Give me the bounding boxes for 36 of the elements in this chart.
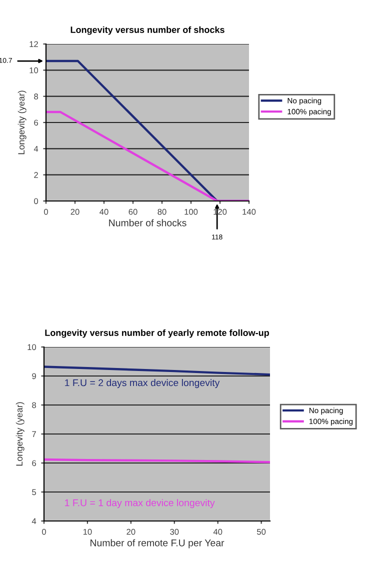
- x-tick-label: 100: [184, 208, 198, 215]
- x-tick-label: 60: [128, 208, 138, 215]
- x-tick-label: 50: [257, 528, 266, 535]
- x-tick-label: 30: [170, 528, 179, 535]
- y-tick-label: 5: [32, 489, 36, 496]
- y-tick-label: 4: [32, 518, 36, 524]
- y-tick-label: 4: [34, 146, 38, 152]
- x-tick-label: 10: [83, 528, 92, 535]
- y-tick-label: 6: [32, 460, 36, 466]
- y-tick-label: 10: [30, 67, 38, 74]
- x-tick-label: 20: [70, 208, 80, 215]
- chart-title: Longevity versus number of shocks: [70, 26, 224, 35]
- x-tick-label: 20: [126, 528, 136, 535]
- y-tick-label: 12: [30, 41, 38, 48]
- y-tick-label: 8: [34, 94, 38, 100]
- annotation: 1 F.U = 2 days max device longevity: [65, 379, 220, 388]
- y-axis-title: Longevity (year): [16, 402, 24, 466]
- x-tick-label: 140: [242, 208, 256, 215]
- chart-title: Longevity versus number of yearly remote follow-up: [45, 329, 270, 338]
- x-tick-label: 40: [213, 528, 222, 535]
- y-tick-label: 10: [28, 344, 36, 350]
- y-tick-label: 0: [34, 198, 38, 204]
- annotation: 1 F.U = 1 day max device longevity: [65, 499, 215, 508]
- y-tick-label: 6: [34, 120, 38, 126]
- y-tick-label: 9: [32, 373, 36, 380]
- x-axis-title: Number of remote F.U per Year: [90, 539, 224, 548]
- x-tick-label: 0: [42, 528, 46, 535]
- x-tick-label: 40: [100, 208, 108, 215]
- y-tick-label: 7: [32, 431, 36, 438]
- y-tick-label: 2: [34, 172, 38, 178]
- y-tick-label: 8: [32, 402, 36, 408]
- x-axis-title: Number of shocks: [109, 219, 186, 226]
- x-tick-label: 80: [158, 208, 166, 215]
- x-tick-label: 0: [44, 208, 48, 215]
- line-series: [44, 366, 270, 376]
- y-axis-title: Longevity (year): [18, 90, 26, 154]
